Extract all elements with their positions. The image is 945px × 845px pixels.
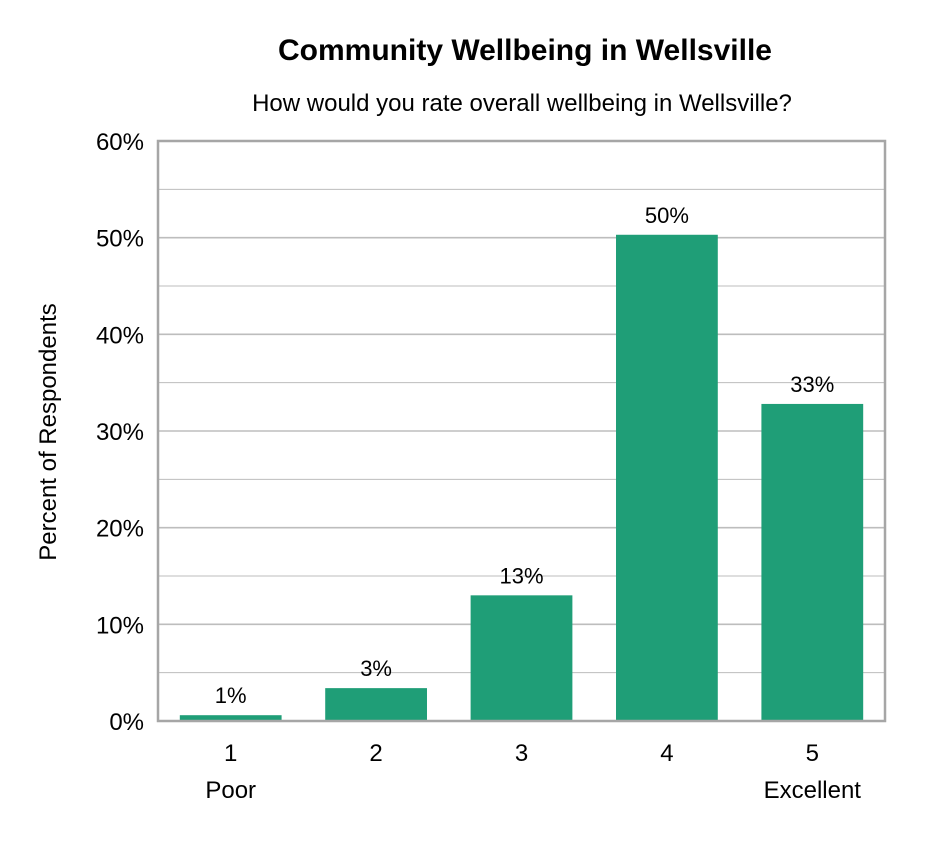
bar-4 xyxy=(616,234,718,721)
y-tick-label: 60% xyxy=(96,129,144,156)
x-tick-label-4: 4 xyxy=(660,740,673,767)
y-axis-label: Percent of Respondents xyxy=(35,303,62,561)
data-label-4: 50% xyxy=(645,203,689,228)
y-tick-label: 0% xyxy=(109,709,144,736)
bar-3 xyxy=(470,595,573,721)
y-tick-label: 20% xyxy=(96,516,144,543)
data-label-1: 1% xyxy=(215,683,247,708)
bar-1 xyxy=(179,715,282,721)
bar-2 xyxy=(325,688,427,721)
x-axis-ticks: 1 Poor 2 3 4 5 Excellent xyxy=(205,740,861,804)
bars xyxy=(179,234,864,721)
y-axis-ticks: 0% 10% 20% 30% 40% 50% 60% xyxy=(96,129,144,736)
data-label-3: 13% xyxy=(499,563,543,588)
bar-5 xyxy=(761,403,864,721)
y-tick-label: 10% xyxy=(96,612,144,639)
chart-subtitle: How would you rate overall wellbeing in … xyxy=(252,90,792,117)
x-tick-label-3: 3 xyxy=(515,740,528,767)
x-sublabel-5: Excellent xyxy=(764,777,862,804)
y-tick-label: 30% xyxy=(96,419,144,446)
data-labels: 1% 3% 13% 50% 33% xyxy=(215,203,835,708)
x-tick-label-5: 5 xyxy=(806,740,819,767)
data-label-5: 33% xyxy=(790,372,834,397)
y-tick-label: 50% xyxy=(96,226,144,253)
plot-frame xyxy=(156,139,887,723)
data-label-2: 3% xyxy=(360,656,392,681)
chart-title: Community Wellbeing in Wellsville xyxy=(278,34,772,67)
x-tick-label-2: 2 xyxy=(369,740,382,767)
x-sublabel-1: Poor xyxy=(205,777,256,804)
x-tick-label-1: 1 xyxy=(224,740,237,767)
y-tick-label: 40% xyxy=(96,322,144,349)
